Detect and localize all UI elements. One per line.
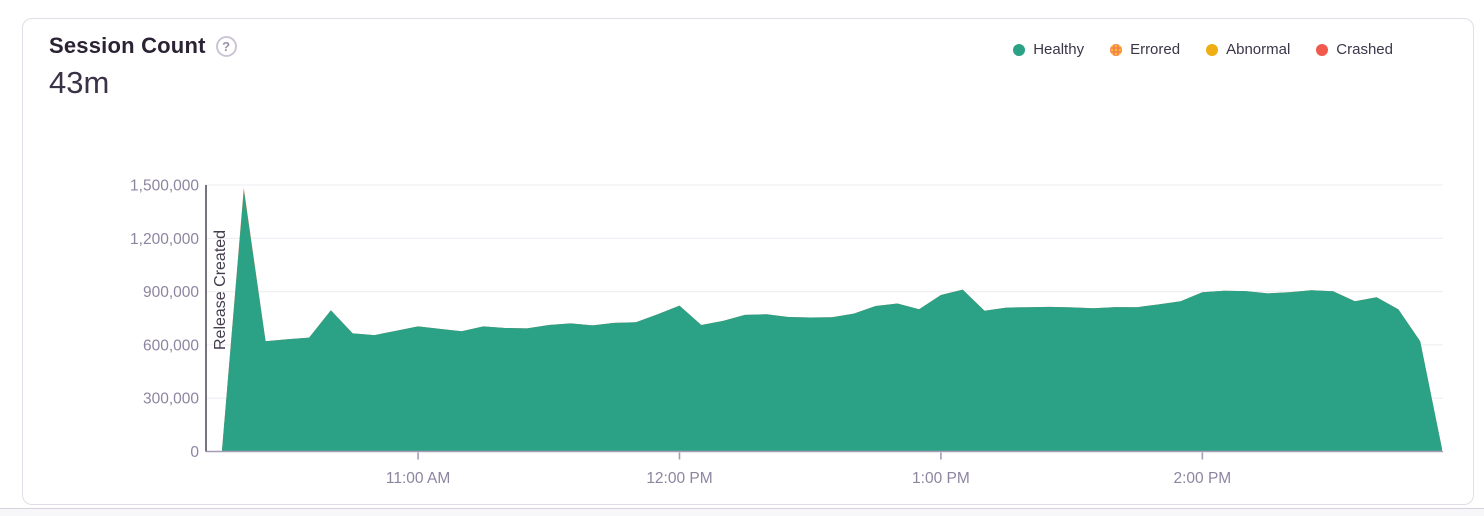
card-header: Session Count ? [49, 33, 1453, 59]
x-axis-tick-label: 1:00 PM [912, 470, 970, 487]
legend-item-healthy[interactable]: Healthy [1013, 41, 1084, 58]
healthy-area-series[interactable] [222, 190, 1442, 452]
y-axis-tick-label: 0 [190, 444, 199, 461]
session-count-card: Session Count ? 43m Healthy Errored Abnorm… [22, 18, 1474, 505]
abnormal-legend-dot-icon [1206, 43, 1219, 56]
y-axis-tick-label: 300,000 [143, 391, 199, 408]
chart-title: Session Count [49, 33, 206, 58]
x-axis-tick-label: 2:00 PM [1173, 470, 1231, 487]
healthy-legend-dot-icon [1013, 43, 1026, 56]
x-axis-tick-label: 12:00 PM [646, 470, 712, 487]
legend-label: Crashed [1336, 41, 1393, 58]
y-axis-tick-label: 1,500,000 [130, 178, 199, 195]
legend-item-crashed[interactable]: Crashed [1316, 41, 1393, 58]
help-icon[interactable]: ? [215, 35, 237, 57]
errored-legend-dot-icon [1110, 43, 1123, 56]
release-created-label: Release Created [212, 230, 229, 350]
next-panel-edge [0, 508, 1484, 516]
x-axis-tick-label: 11:00 AM [386, 470, 450, 487]
session-count-chart[interactable]: 0 300,000 600,000 900,000 1,200,000 1,500,000… [23, 19, 1484, 516]
legend-item-errored[interactable]: Errored [1110, 41, 1180, 58]
title-wrap: Session Count ? [49, 33, 237, 59]
chart-legend: Healthy Errored Abnormal Crashed [1013, 41, 1393, 58]
crashed-legend-dot-icon [1316, 43, 1329, 56]
legend-item-abnormal[interactable]: Abnormal [1206, 41, 1290, 58]
legend-label: Abnormal [1226, 41, 1291, 58]
y-axis-tick-label: 900,000 [143, 284, 199, 301]
total-sessions-value: 43m [49, 65, 110, 100]
y-axis-tick-label: 1,200,000 [130, 231, 199, 248]
legend-label: Errored [1130, 41, 1181, 58]
legend-label: Healthy [1033, 41, 1085, 58]
y-axis-tick-label: 600,000 [143, 337, 199, 354]
